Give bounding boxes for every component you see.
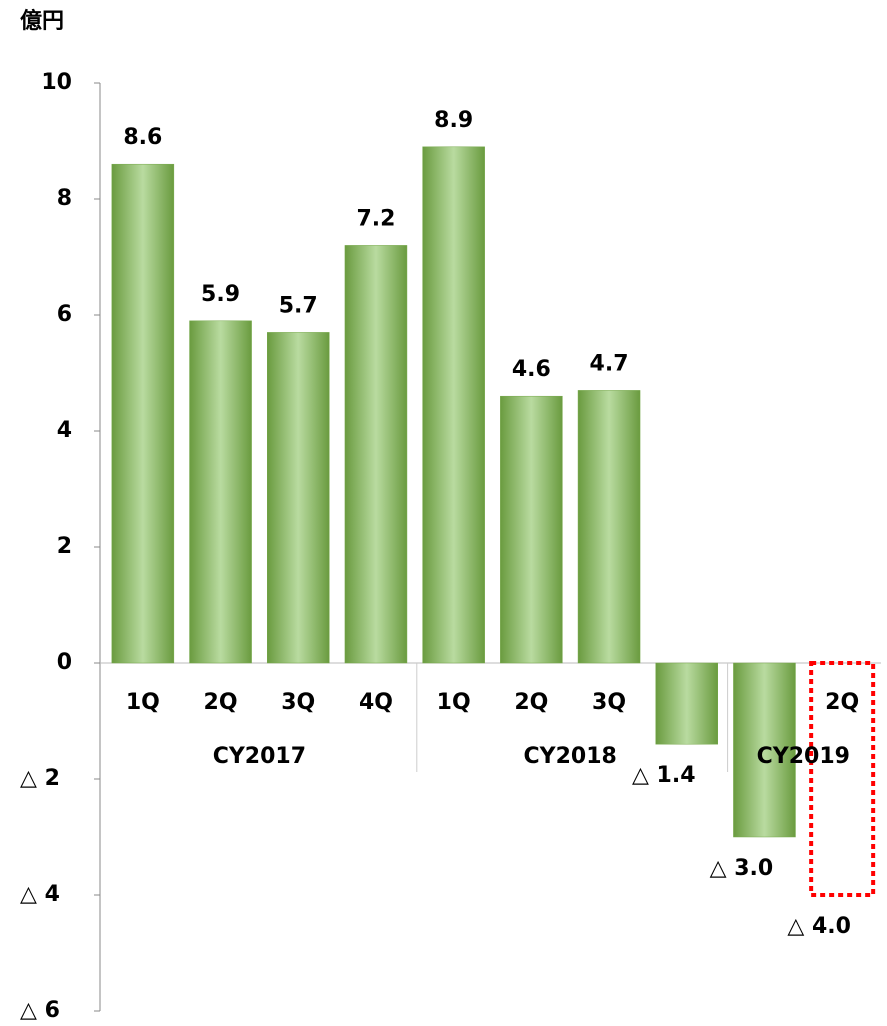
value-label: 8.6 (123, 125, 162, 150)
x-tick-label: 3Q (281, 690, 315, 715)
x-tick-label: 1Q (126, 690, 160, 715)
value-label: 4.7 (590, 351, 629, 376)
value-label: 5.7 (279, 293, 318, 318)
value-label: 7.2 (356, 206, 395, 231)
bar (111, 163, 175, 664)
bar (733, 662, 796, 838)
x-tick-label: 2Q (204, 690, 238, 715)
value-label: 4.6 (512, 357, 551, 382)
bar (500, 395, 563, 664)
value-label: △ 1.4 (632, 763, 696, 788)
value-label: △ 4.0 (787, 914, 851, 939)
value-label: △ 3.0 (710, 856, 774, 881)
y-tick-label: 4 (57, 418, 72, 443)
y-tick-label: 0 (57, 650, 72, 675)
bar (655, 662, 718, 745)
y-tick-label: △ 6 (20, 998, 60, 1023)
value-label: 8.9 (434, 108, 473, 133)
group-label: CY2018 (524, 744, 617, 769)
group-label: CY2017 (213, 744, 306, 769)
group-label: CY2019 (757, 744, 850, 769)
y-tick-label: △ 4 (20, 882, 60, 907)
y-tick-label: 10 (41, 70, 72, 95)
y-tick-label: △ 2 (20, 766, 60, 791)
bar (577, 390, 641, 664)
y-tick-label: 6 (57, 302, 72, 327)
y-tick-label: 8 (57, 186, 72, 211)
bar (344, 245, 408, 664)
bar (267, 332, 330, 664)
x-tick-label: 4Q (359, 690, 393, 715)
x-tick-label: 2Q (514, 690, 548, 715)
value-label: 5.9 (201, 282, 240, 307)
bar (189, 320, 252, 664)
bar (422, 146, 485, 664)
x-tick-label: 2Q (825, 690, 859, 715)
x-tick-label: 3Q (592, 690, 626, 715)
y-tick-label: 2 (57, 534, 72, 559)
forecast-bar (809, 661, 876, 897)
x-tick-label: 1Q (437, 690, 471, 715)
unit-label: 億円 (20, 8, 64, 34)
